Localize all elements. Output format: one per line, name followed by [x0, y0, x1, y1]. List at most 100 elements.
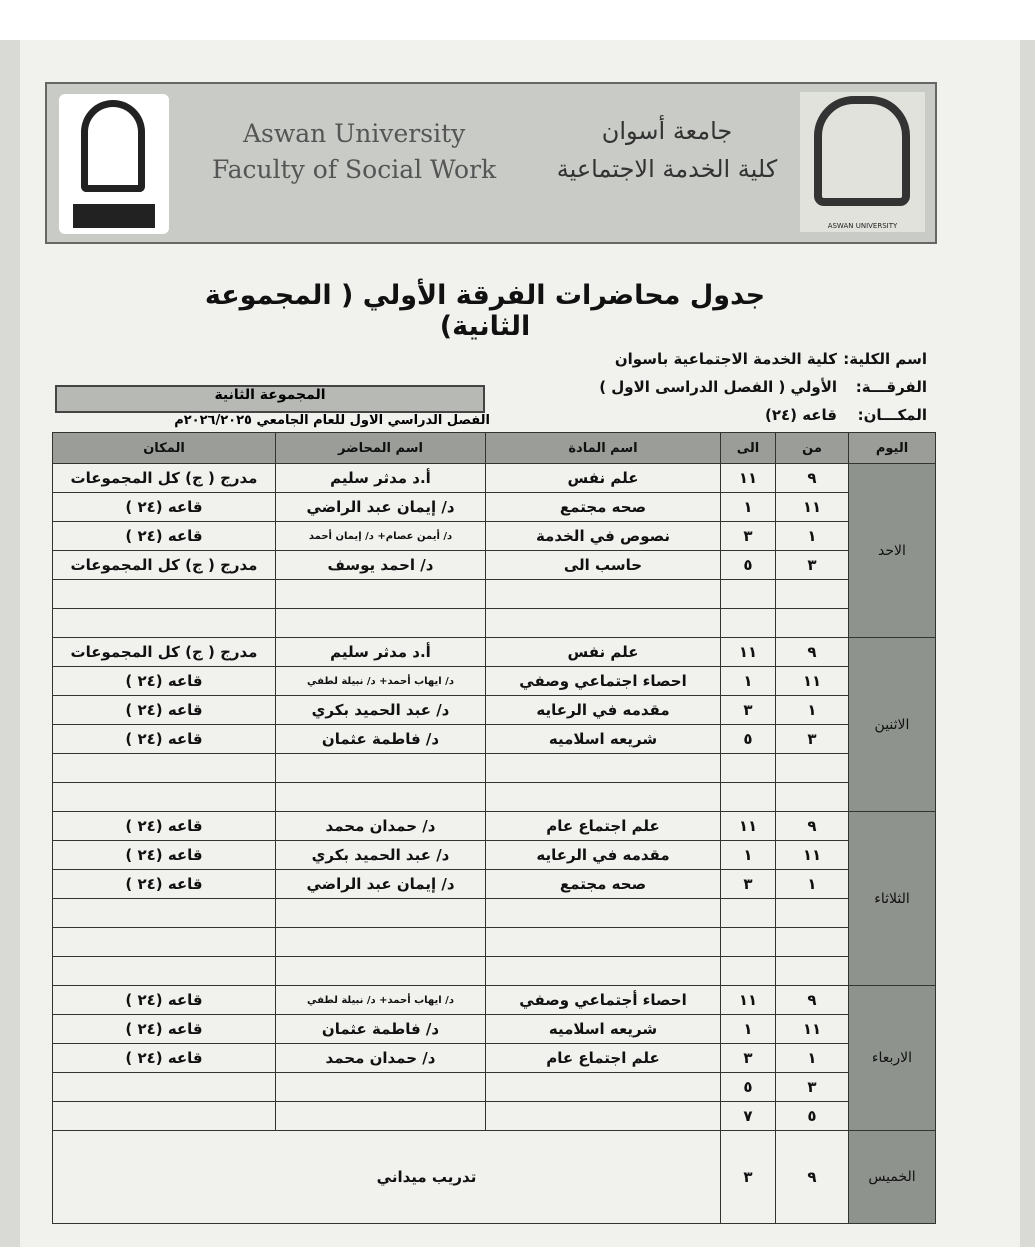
table-row: ٣ ٥ حاسب الى د/ احمد يوسف مدرج ( ج) كل المجم…: [52, 550, 936, 580]
table-cell: قاعه (٢٤ ): [52, 492, 276, 522]
table-cell: د/ عبد الحميد بكري: [275, 695, 486, 725]
table-cell: ٧: [720, 1101, 776, 1131]
table-cell: [52, 1072, 276, 1102]
table-cell: [275, 927, 486, 957]
table-cell: قاعه (٢٤ ): [52, 666, 276, 696]
table-cell: [52, 608, 276, 638]
table-cell: قاعه (٢٤ ): [52, 840, 276, 870]
table-cell: ١: [775, 521, 849, 551]
table-cell: [720, 956, 776, 986]
table-row: ١١ ١ احصاء اجتماعي وصفي د/ ايهاب أحمد+ د/ ن…: [52, 666, 936, 696]
table-cell: مدرج ( ج) كل المجموعات: [52, 463, 276, 493]
table-cell: علم اجتماع عام: [485, 811, 721, 841]
faculty-name-ar: كلية الخدمة الاجتماعية: [556, 155, 778, 183]
table-cell: [275, 608, 486, 638]
table-cell: مقدمه في الرعايه: [485, 840, 721, 870]
table-cell: [775, 579, 849, 609]
year-value: الأولي ( الفصل الدراسى الاول ): [599, 378, 837, 396]
table-row: [52, 956, 936, 986]
table-cell: [485, 579, 721, 609]
table-cell: ٣: [720, 1130, 776, 1224]
table-cell: [485, 1072, 721, 1102]
table-cell: علم نفس: [485, 463, 721, 493]
table-cell: ١١: [775, 492, 849, 522]
arabic-header: جامعة أسوان كلية الخدمة الاجتماعية: [537, 112, 797, 188]
table-cell: علم نفس: [485, 637, 721, 667]
table-cell: أ.د مدثر سليم: [275, 463, 486, 493]
table-cell: ١: [775, 695, 849, 725]
table-cell: صحه مجتمع: [485, 869, 721, 899]
table-cell: نصوص في الخدمة: [485, 521, 721, 551]
table-cell: احصاء اجتماعي وصفي: [485, 666, 721, 696]
faculty-logo: [59, 94, 169, 234]
table-cell: [485, 753, 721, 783]
table-cell: [485, 927, 721, 957]
table-cell: ١١: [720, 637, 776, 667]
table-cell: ١: [720, 840, 776, 870]
table-cell: ٣: [720, 695, 776, 725]
table-cell: [720, 927, 776, 957]
table-cell: [275, 782, 486, 812]
group-label: المجموعة الثانية: [55, 385, 485, 413]
table-cell: ١: [720, 492, 776, 522]
table-cell: د/ احمد يوسف: [275, 550, 486, 580]
table-cell: ٥: [720, 724, 776, 754]
table-cell: ١١: [720, 463, 776, 493]
table-cell: ٩: [775, 637, 849, 667]
table-cell: [275, 1072, 486, 1102]
table-cell: [275, 753, 486, 783]
table-cell: [275, 956, 486, 986]
table-row: ١١ ١ شريعه اسلاميه د/ فاطمة عثمان قاعه (٢٤ ): [52, 1014, 936, 1044]
table-cell: ١: [775, 869, 849, 899]
table-cell: ١١: [775, 840, 849, 870]
page-title: جدول محاضرات الفرقة الأولي ( المجموعة ال…: [204, 280, 766, 342]
table-cell: د/ ايهاب أحمد+ د/ نبيلة لطفي: [275, 666, 486, 696]
table-cell: [720, 782, 776, 812]
table-cell: [275, 1101, 486, 1131]
university-name-ar: جامعة أسوان: [601, 117, 733, 145]
table-cell: ٥: [720, 1072, 776, 1102]
table-cell: د/ حمدان محمد: [275, 1043, 486, 1073]
table-cell: د/ فاطمة عثمان: [275, 724, 486, 754]
table-row: ٣ ٥ شريعه اسلاميه د/ فاطمة عثمان قاعه (٢٤ ): [52, 724, 936, 754]
table-cell: ٥: [775, 1101, 849, 1131]
table-row: الاثنين ٩ ١١ علم نفس أ.د مدثر سليم مدرج ( ج) …: [52, 637, 936, 812]
table-cell: [720, 579, 776, 609]
table-row: [52, 898, 936, 928]
table-cell: ١١: [720, 985, 776, 1015]
table-cell: [52, 898, 276, 928]
schedule-table: اليوم من الى اسم المادة اسم المحاضر المك…: [52, 432, 936, 1224]
table-cell: [485, 898, 721, 928]
table-cell: [775, 956, 849, 986]
table-cell: ٣: [720, 869, 776, 899]
table-cell: حاسب الى: [485, 550, 721, 580]
table-cell: قاعه (٢٤ ): [52, 811, 276, 841]
table-cell: ١: [720, 666, 776, 696]
table-cell: [52, 927, 276, 957]
table-cell: صحه مجتمع: [485, 492, 721, 522]
table-row: ١ ٣ مقدمه في الرعايه د/ عبد الحميد بكري قاعه…: [52, 695, 936, 725]
table-cell: [775, 753, 849, 783]
university-header: Aswan University Faculty of Social Work …: [45, 82, 937, 244]
table-cell: [275, 898, 486, 928]
table-cell: د/ أيمن عصام+ د/ إيمان أحمد: [275, 521, 486, 551]
table-cell: قاعه (٢٤ ): [52, 724, 276, 754]
table-cell: د/ عبد الحميد بكري: [275, 840, 486, 870]
table-row: ١ ٣ نصوص في الخدمة د/ أيمن عصام+ د/ إيمان أ…: [52, 521, 936, 551]
table-cell: ٩: [775, 985, 849, 1015]
table-cell: د/ ايهاب أحمد+ د/ نبيلة لطفي: [275, 985, 486, 1015]
table-cell: [52, 1101, 276, 1131]
table-cell: د/ إيمان عبد الراضي: [275, 492, 486, 522]
faculty-name-en: Faculty of Social Work: [212, 155, 497, 184]
faculty-value: كلية الخدمة الاجتماعية باسوان: [614, 350, 837, 368]
table-cell: د/ حمدان محمد: [275, 811, 486, 841]
table-cell: ٣: [775, 550, 849, 580]
table-cell: ١١: [775, 1014, 849, 1044]
schedule-info: اسم الكلية:كلية الخدمة الاجتماعية باسوان…: [599, 350, 927, 424]
table-cell: [52, 579, 276, 609]
table-cell: [485, 608, 721, 638]
university-logo: ASWAN UNIVERSITY: [800, 92, 925, 232]
table-cell: مدرج ( ج) كل المجموعات: [52, 550, 276, 580]
table-cell: ١١: [720, 811, 776, 841]
table-cell: [485, 782, 721, 812]
